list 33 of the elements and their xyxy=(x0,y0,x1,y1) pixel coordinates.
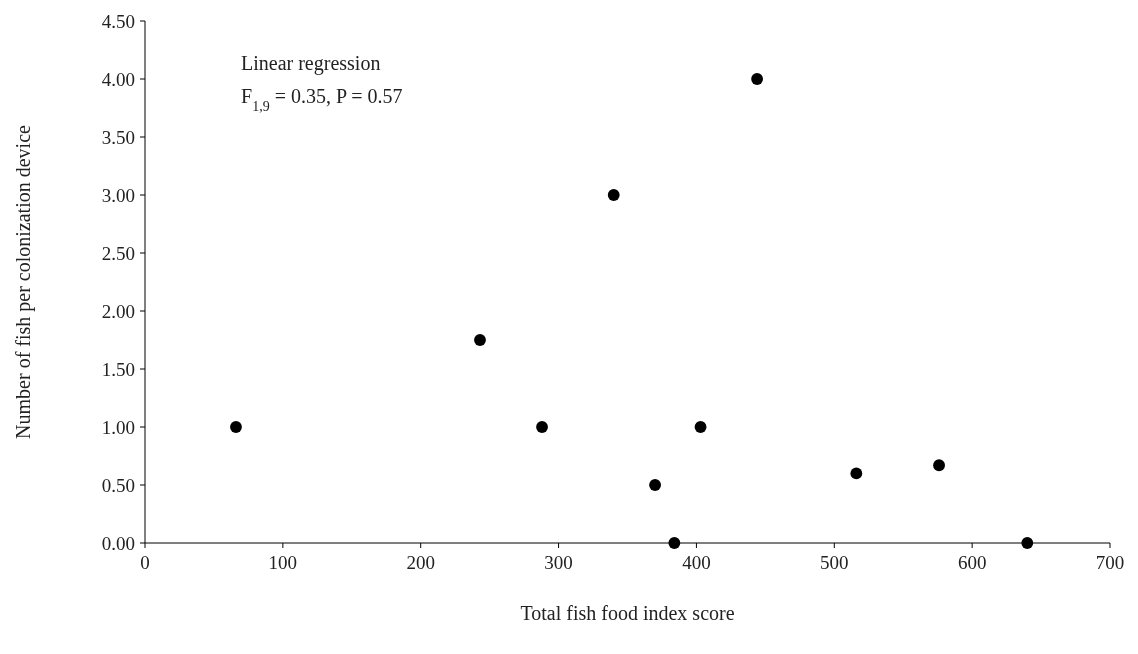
x-tick-label: 700 xyxy=(1095,552,1125,573)
point xyxy=(933,459,945,472)
y-tick-label: 2.50 xyxy=(101,242,135,264)
point xyxy=(694,421,707,433)
point xyxy=(668,537,681,549)
y-tick-label: 0.50 xyxy=(101,474,135,496)
x-tick-label: 400 xyxy=(682,552,711,573)
y-tick-label: 2.00 xyxy=(101,300,135,322)
x-axis-title: Total fish food index score xyxy=(520,602,735,624)
x-tick-label: 0 xyxy=(140,552,150,573)
y-tick-label: 1.50 xyxy=(101,358,135,380)
annotation: F$_{1,9}$ = 0.35, P = 0.57 xyxy=(241,85,403,114)
y-axis-title: Number of fish per colonization device xyxy=(12,124,35,439)
x-tick-label: 600 xyxy=(957,552,987,573)
point xyxy=(850,467,863,480)
y-tick-label: 1.00 xyxy=(101,416,135,438)
point xyxy=(607,189,620,201)
y-tick-label: 4.00 xyxy=(101,68,135,90)
x-tick-label: 100 xyxy=(268,552,298,573)
point xyxy=(649,479,661,491)
x-tick-label: 200 xyxy=(406,552,435,573)
y-tick-label: 3.50 xyxy=(101,126,135,148)
y-tick-label: 4.50 xyxy=(101,10,135,32)
point xyxy=(230,421,242,433)
annotation: Linear regression xyxy=(241,52,381,75)
x-tick-label: 300 xyxy=(544,552,573,573)
y-tick-label: 3.00 xyxy=(101,184,135,206)
y-tick-label: 0.00 xyxy=(101,532,135,554)
x-tick-label: 500 xyxy=(820,552,849,573)
point xyxy=(474,334,486,346)
point xyxy=(1021,537,1034,549)
point xyxy=(536,421,548,433)
point xyxy=(751,73,763,85)
